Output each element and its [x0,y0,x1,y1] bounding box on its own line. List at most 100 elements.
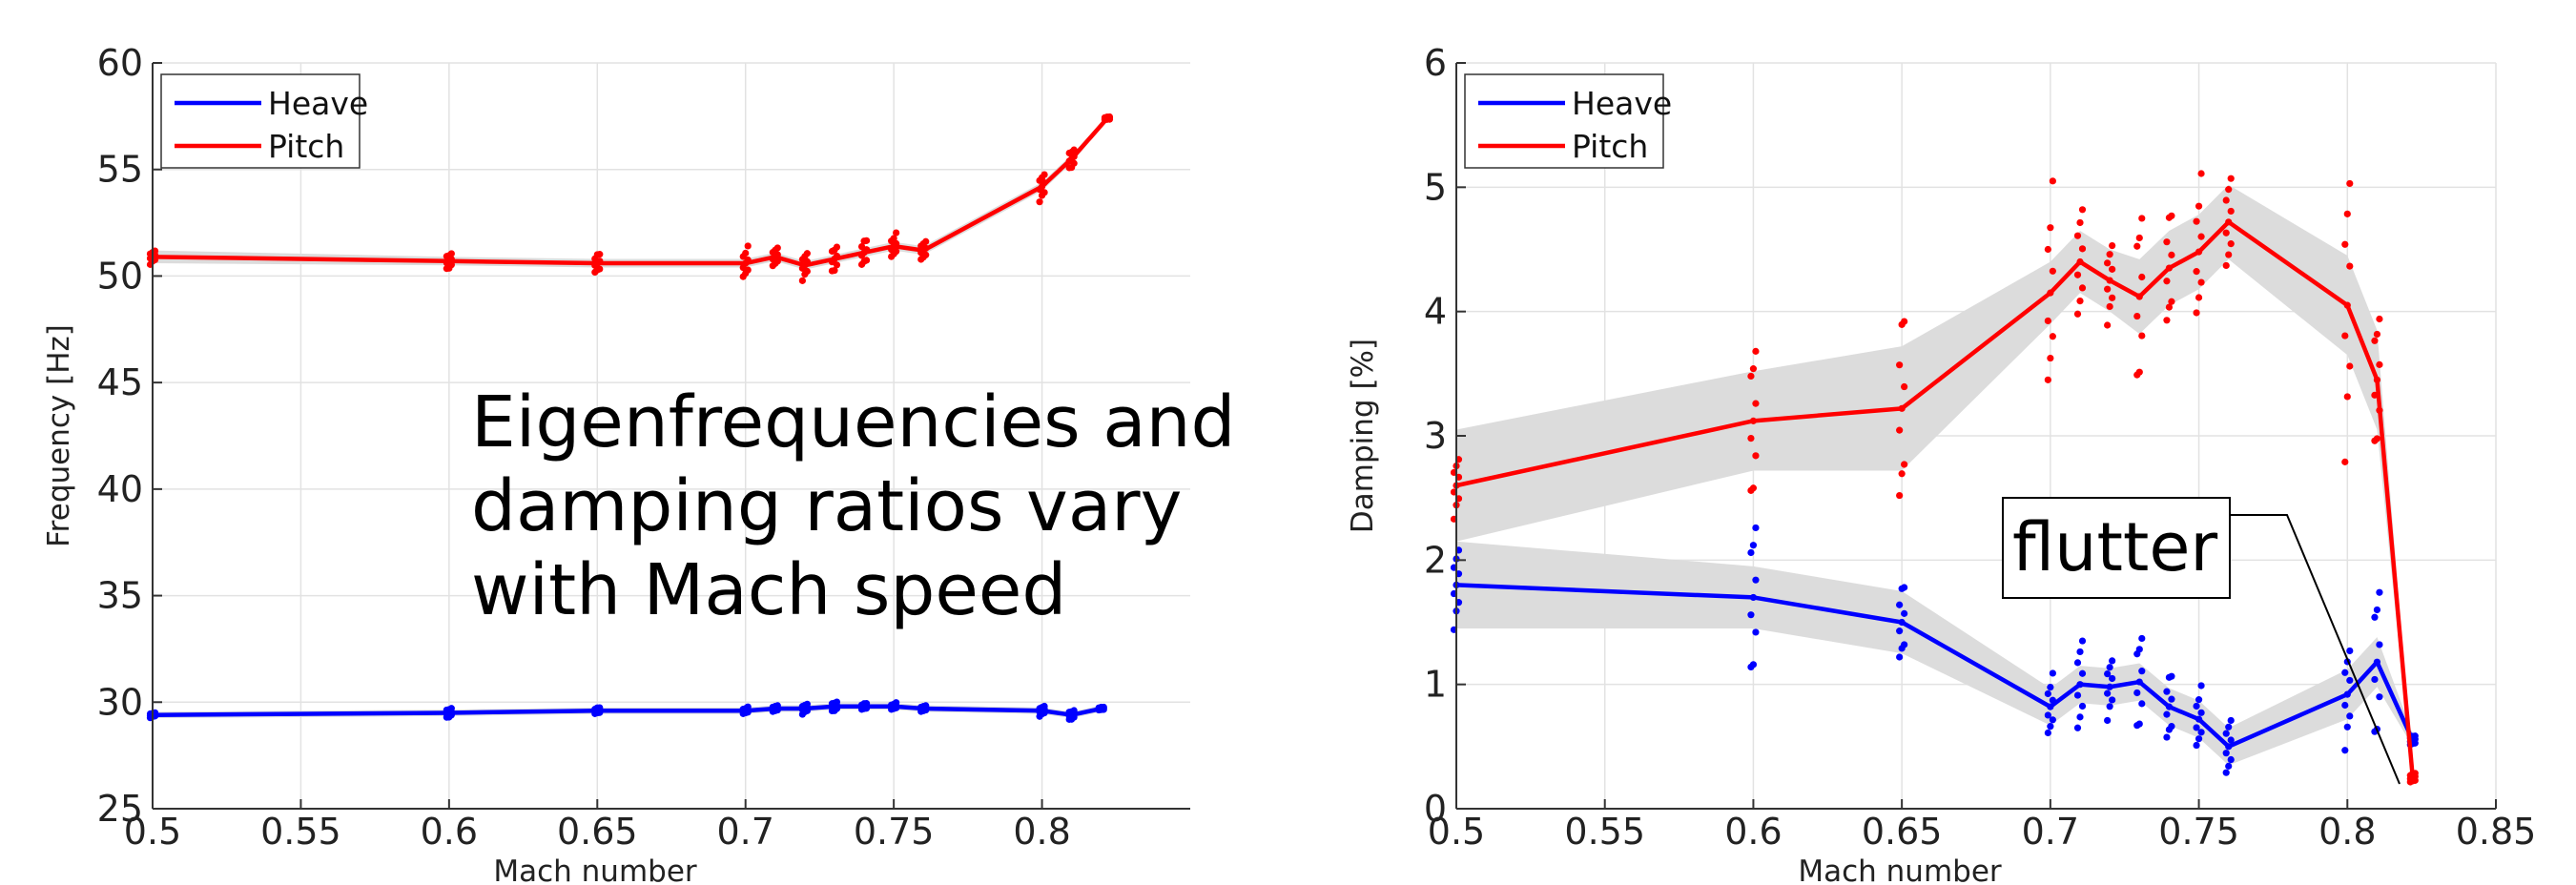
data-point-pitch [2078,245,2087,253]
data-point-pitch [744,242,752,250]
data-point-pitch [1752,400,1760,407]
data-point-pitch [890,235,897,242]
data-point-pitch [2195,294,2203,301]
data-point-heave [2225,723,2233,731]
y-tick-label: 50 [97,255,143,297]
data-point-pitch [893,229,900,237]
data-point-heave [2135,646,2143,653]
data-point-heave [2138,634,2146,643]
data-point-heave [2227,716,2235,725]
data-point-heave [2076,648,2084,656]
data-point-pitch [1036,198,1043,206]
data-point-pitch [1749,484,1758,492]
data-point-heave [2222,730,2230,737]
chart-damp: 0.5 0.55 0.6 0.65 0.7 0.75 0.8 0.85 0 1 2 3 4 5 6 Mach … [1346,42,2536,885]
flutter-callout-box [2002,497,2231,599]
data-point-heave [2135,720,2143,728]
data-point-pitch [2049,177,2056,185]
data-point-pitch [742,249,750,257]
data-point-pitch [2163,317,2171,324]
data-point-pitch [2227,207,2235,216]
data-point-heave [2195,696,2203,704]
data-point-pitch [2073,271,2082,278]
data-point-pitch [2343,210,2351,217]
data-point-heave [1749,661,1758,669]
data-point-heave [2193,724,2200,731]
data-point-pitch [2168,212,2175,219]
legend: Heave Pitch [160,73,368,169]
data-point-pitch [1896,361,1904,369]
data-point-heave [2044,689,2051,698]
data-point-pitch [2197,278,2205,286]
data-point-pitch [1898,470,1906,478]
x-tick-label: 0.7 [2022,811,2079,853]
legend-box [1464,73,1664,169]
data-point-pitch [2138,332,2146,340]
flutter-callout-label: flutter [2012,508,2217,587]
x-tick-label: 0.5 [124,811,181,853]
data-point-pitch [1752,347,1760,355]
data-point-heave [1749,542,1758,549]
y-tick-label: 35 [97,575,143,617]
data-point-heave [2197,682,2205,689]
y-tick-label: 30 [97,681,143,723]
data-point-pitch [2341,240,2349,248]
data-point-pitch [2109,265,2116,273]
data-point-pitch [2106,302,2113,311]
data-point-heave [893,699,900,707]
data-point-heave [2168,695,2175,703]
data-point-pitch [922,237,930,245]
data-point-heave [2138,700,2146,708]
data-point-pitch [596,251,604,258]
x-tick-label: 0.6 [421,811,478,853]
data-point-pitch [2078,284,2087,292]
data-point-pitch [2193,268,2200,276]
x-tick-label: 0.65 [1862,811,1943,853]
data-point-pitch [1901,461,1908,468]
x-tick-label: 0.8 [2318,811,2376,853]
data-point-heave [2078,702,2087,710]
data-point-pitch [2044,245,2051,254]
y-axis-label: Damping [%] [1346,339,1380,533]
data-point-pitch [2341,332,2349,340]
data-point-heave [2193,741,2200,750]
data-point-heave [1747,611,1755,619]
y-axis-label: Frequency [Hz] [42,324,76,547]
data-point-pitch [1105,113,1114,121]
data-point-pitch [2222,229,2230,237]
data-point-pitch [2047,224,2054,232]
data-point-pitch [2371,337,2379,344]
data-point-pitch [2222,261,2230,270]
data-point-pitch [1749,365,1758,373]
data-point-pitch [2138,273,2146,281]
data-point-pitch [773,244,781,252]
y-tick-label: 25 [97,788,143,830]
data-point-heave [2133,689,2141,697]
data-point-heave [2376,693,2383,701]
data-point-pitch [2376,315,2383,323]
y-tick-label: 3 [1424,415,1447,457]
data-point-pitch [833,243,841,251]
data-point-pitch [862,237,871,244]
data-point-pitch [2193,217,2200,225]
y-tick-label: 4 [1424,291,1447,333]
data-point-pitch [1901,382,1908,391]
data-point-pitch [1896,491,1904,500]
data-point-pitch [2168,298,2175,305]
data-point-heave [2193,702,2200,710]
data-point-pitch [2165,303,2174,311]
data-point-heave [2163,688,2171,695]
data-point-heave [2376,588,2383,596]
data-point-heave [2073,691,2082,699]
data-point-heave [2076,713,2084,721]
data-point-pitch [831,267,838,275]
data-point-heave [2195,735,2203,743]
data-point-heave [1747,548,1755,557]
series-line-pitch [1455,219,2416,778]
flutter-callout-leader [2230,514,2401,785]
data-point-heave [1100,703,1107,711]
x-tick-label: 0.75 [2158,811,2239,853]
y-tick-label: 2 [1424,539,1447,581]
data-point-heave [2168,672,2175,680]
data-point-heave [2109,657,2116,665]
